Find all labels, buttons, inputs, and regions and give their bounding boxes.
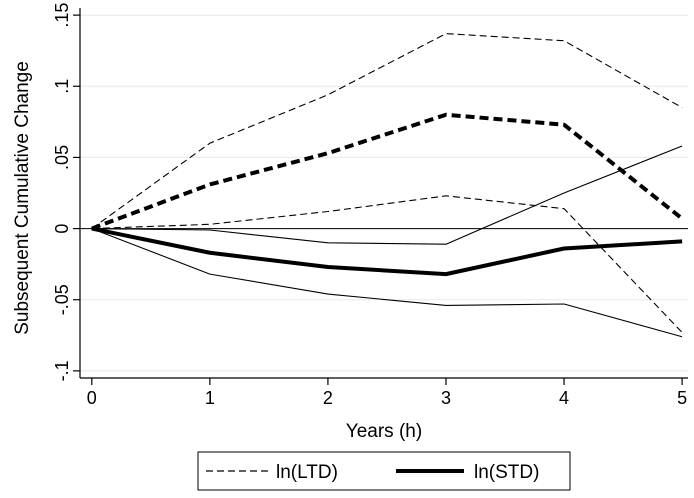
series-line-lnltd-estimate (91, 112, 684, 231)
x-tick-label-4: 4 (559, 388, 569, 408)
y-tick-label-3: 0 (52, 224, 72, 234)
series-line-lnstd-upper-bound (91, 145, 683, 245)
y-tick-label-1: .1 (52, 79, 72, 94)
y-axis-title: Subsequent Cumulative Change (12, 61, 33, 335)
x-tick-label-1: 1 (205, 388, 215, 408)
x-tick-label-3: 3 (441, 388, 451, 408)
series-line-lnstd-estimate (91, 226, 683, 277)
y-tick-label-4: -.05 (52, 284, 72, 315)
y-tick-label-2: .05 (52, 145, 72, 170)
x-axis-title: Years (h) (346, 421, 422, 442)
grid-lines (80, 14, 688, 372)
legend-label-std: ln(STD) (474, 462, 539, 483)
legend-label-ltd: ln(LTD) (276, 462, 338, 483)
y-tick-label-5: -.1 (52, 360, 72, 381)
legend-box (197, 451, 571, 491)
legend: ln(LTD) ln(STD) (197, 451, 571, 491)
x-tick-label-2: 2 (323, 388, 333, 408)
x-tick-label-0: 0 (87, 388, 97, 408)
y-tick-label-0: .15 (52, 3, 72, 28)
x-tick-label-5: 5 (677, 388, 687, 408)
series-layer (91, 33, 684, 338)
axes: .15 .1 .05 0 -.05 -.1 0 1 2 3 4 5 (52, 3, 688, 408)
series-line-lnstd-lower-bound (91, 228, 683, 338)
series-line-lnltd-upper-bound (91, 33, 683, 230)
